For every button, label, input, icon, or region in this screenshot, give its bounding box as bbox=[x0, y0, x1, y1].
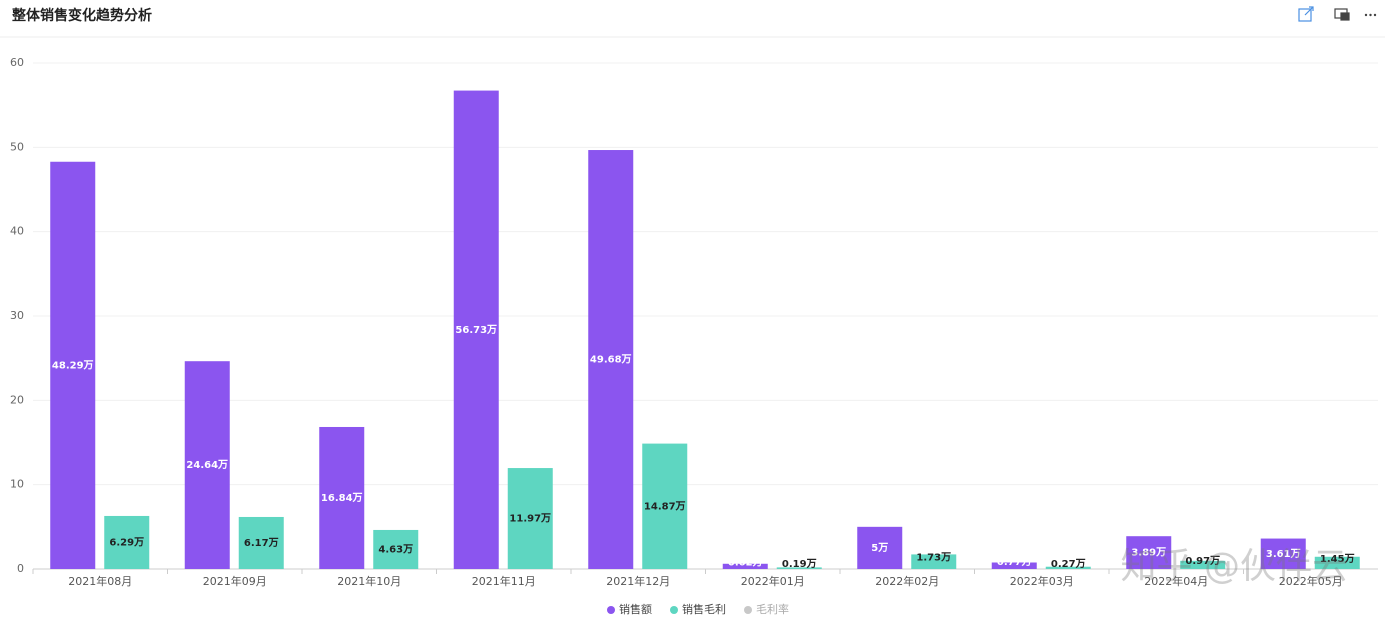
bar bbox=[507, 468, 553, 569]
data-label: 14.87万 bbox=[644, 500, 686, 512]
data-label: 1.45万 bbox=[1320, 553, 1355, 565]
bar bbox=[776, 567, 822, 569]
bar bbox=[1314, 556, 1360, 569]
bar bbox=[104, 515, 150, 569]
data-label: 6.17万 bbox=[244, 537, 279, 549]
watermark: 知乎 @伙伴云 bbox=[1121, 546, 1348, 587]
bar bbox=[991, 562, 1037, 569]
x-tick-label: 2021年10月 bbox=[337, 574, 401, 588]
data-label: 4.63万 bbox=[378, 543, 413, 555]
x-tick-label: 2021年09月 bbox=[203, 574, 267, 588]
data-label: 3.61万 bbox=[1266, 548, 1301, 560]
data-label: 49.68万 bbox=[590, 354, 632, 366]
data-label: 16.84万 bbox=[321, 492, 363, 504]
bar bbox=[642, 443, 688, 569]
x-tick-label: 2021年12月 bbox=[606, 574, 670, 588]
legend-label[interactable]: 销售额 bbox=[619, 602, 652, 616]
view-icon[interactable] bbox=[1334, 8, 1350, 21]
expand-icon[interactable] bbox=[1298, 6, 1314, 22]
bar bbox=[319, 426, 365, 569]
legend-marker bbox=[670, 606, 678, 614]
bar bbox=[722, 563, 768, 569]
bar bbox=[453, 90, 499, 570]
data-label: 0.19万 bbox=[782, 558, 817, 570]
y-tick-label: 40 bbox=[10, 225, 24, 238]
data-label: 0.77万 bbox=[997, 556, 1032, 568]
data-label: 24.64万 bbox=[186, 459, 228, 471]
data-label: 5万 bbox=[871, 542, 888, 554]
x-tick-label: 2022年02月 bbox=[875, 574, 939, 588]
bar bbox=[184, 361, 230, 569]
bar bbox=[1045, 566, 1091, 569]
data-label: 0.97万 bbox=[1185, 555, 1220, 567]
data-label: 3.89万 bbox=[1131, 547, 1166, 559]
data-label: 48.29万 bbox=[52, 359, 94, 371]
legend-label[interactable]: 毛利率 bbox=[756, 602, 789, 616]
y-tick-label: 20 bbox=[10, 393, 24, 406]
x-tick-label: 2021年08月 bbox=[68, 574, 132, 588]
legend-marker bbox=[607, 606, 615, 614]
x-tick-label: 2022年04月 bbox=[1144, 574, 1208, 588]
more-icon[interactable] bbox=[1364, 13, 1377, 17]
bar bbox=[588, 150, 634, 570]
x-tick-label: 2022年03月 bbox=[1010, 574, 1074, 588]
chart-title: 整体销售变化趋势分析 bbox=[11, 7, 152, 24]
data-label: 56.73万 bbox=[455, 324, 497, 336]
y-tick-label: 0 bbox=[17, 562, 24, 575]
x-tick-label: 2021年11月 bbox=[472, 574, 536, 588]
y-tick-label: 60 bbox=[10, 56, 24, 69]
y-tick-label: 10 bbox=[10, 478, 24, 491]
legend-marker bbox=[744, 606, 752, 614]
x-tick-label: 2022年05月 bbox=[1279, 574, 1343, 588]
bar bbox=[1180, 560, 1226, 569]
data-label: 0.62万 bbox=[728, 556, 763, 568]
y-tick-label: 50 bbox=[10, 140, 24, 153]
bar bbox=[50, 161, 96, 569]
bar bbox=[1126, 536, 1172, 569]
bar bbox=[857, 526, 903, 569]
data-label: 11.97万 bbox=[509, 513, 551, 525]
bar bbox=[911, 554, 957, 569]
bar bbox=[238, 516, 284, 569]
data-label: 6.29万 bbox=[109, 536, 144, 548]
legend-label[interactable]: 销售毛利 bbox=[682, 602, 726, 616]
x-tick-label: 2022年01月 bbox=[741, 574, 805, 588]
y-tick-label: 30 bbox=[10, 309, 24, 322]
bar bbox=[1260, 538, 1306, 569]
data-label: 0.27万 bbox=[1051, 558, 1086, 570]
bar bbox=[373, 529, 419, 569]
data-label: 1.73万 bbox=[916, 552, 951, 564]
